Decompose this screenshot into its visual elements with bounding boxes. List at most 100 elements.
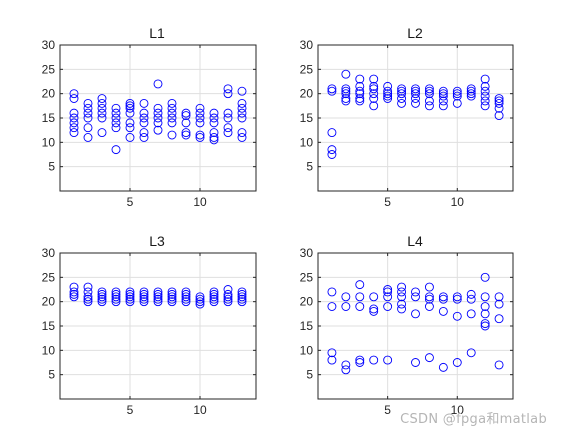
data-point bbox=[424, 353, 434, 363]
data-point bbox=[341, 292, 351, 302]
data-point bbox=[452, 358, 462, 367]
panel-3: 5 10 5 10 15 20 25 30 bbox=[42, 246, 257, 417]
panel-title-l4: L4 bbox=[407, 233, 423, 249]
data-point bbox=[125, 287, 135, 297]
data-point bbox=[480, 319, 490, 329]
data-point bbox=[167, 103, 177, 113]
data-point bbox=[209, 108, 219, 118]
data-point bbox=[237, 103, 247, 113]
data-point bbox=[125, 133, 135, 142]
data-point bbox=[111, 287, 121, 297]
data-point bbox=[153, 108, 163, 118]
data-point bbox=[167, 289, 177, 299]
data-point bbox=[355, 280, 365, 290]
data-point bbox=[369, 292, 379, 302]
data-point bbox=[153, 287, 163, 297]
data-point bbox=[153, 294, 163, 304]
data-point bbox=[69, 108, 79, 118]
data-point bbox=[466, 309, 476, 319]
data-point bbox=[181, 289, 191, 299]
data-point bbox=[397, 86, 407, 96]
data-point bbox=[237, 133, 247, 142]
data-point bbox=[438, 294, 448, 304]
panel-4: 5 10 5 10 15 20 25 30 bbox=[300, 246, 514, 417]
data-point bbox=[341, 302, 351, 311]
y-tick-label: 15 bbox=[300, 319, 314, 333]
data-point bbox=[383, 287, 393, 297]
data-point bbox=[327, 150, 337, 159]
data-point bbox=[438, 292, 448, 302]
data-point bbox=[355, 96, 365, 106]
data-point bbox=[452, 294, 462, 304]
data-point bbox=[111, 294, 121, 304]
data-point bbox=[341, 96, 351, 106]
data-point bbox=[397, 282, 407, 292]
data-point bbox=[411, 309, 420, 319]
data-point bbox=[424, 96, 434, 106]
y-tick-label: 15 bbox=[300, 111, 314, 125]
data-point bbox=[153, 297, 163, 307]
data-point bbox=[83, 98, 93, 108]
data-point bbox=[397, 84, 407, 94]
data-point bbox=[397, 304, 407, 314]
data-point bbox=[424, 294, 434, 304]
y-tick-label: 25 bbox=[42, 62, 56, 76]
data-point bbox=[438, 96, 448, 106]
data-point bbox=[97, 103, 107, 113]
x-tick-label: 10 bbox=[193, 403, 207, 417]
data-point bbox=[383, 89, 393, 99]
data-point bbox=[424, 282, 434, 292]
data-point bbox=[438, 101, 448, 111]
data-point bbox=[195, 103, 205, 113]
data-point bbox=[480, 292, 490, 302]
data-point bbox=[125, 292, 135, 302]
data-point bbox=[383, 292, 393, 302]
data-point bbox=[209, 118, 219, 128]
data-point bbox=[424, 292, 434, 302]
panel-1: 5 10 5 10 15 20 25 30 bbox=[42, 38, 257, 209]
data-point bbox=[139, 128, 149, 138]
data-point bbox=[480, 91, 490, 101]
data-point bbox=[181, 130, 191, 140]
data-point bbox=[209, 292, 219, 302]
data-point bbox=[480, 309, 490, 319]
data-point bbox=[167, 287, 177, 297]
data-point bbox=[327, 355, 337, 365]
y-tick-label: 5 bbox=[306, 368, 313, 382]
data-point bbox=[452, 89, 462, 99]
data-point bbox=[466, 86, 476, 96]
data-point bbox=[494, 314, 504, 324]
data-point bbox=[97, 287, 107, 297]
y-tick-label: 5 bbox=[306, 160, 313, 174]
data-point bbox=[466, 289, 476, 299]
data-point bbox=[397, 299, 407, 309]
data-point bbox=[139, 289, 149, 299]
y-tick-label: 30 bbox=[300, 246, 314, 260]
data-point bbox=[494, 292, 504, 302]
data-point bbox=[327, 348, 337, 358]
y-tick-label: 30 bbox=[42, 246, 56, 260]
data-point bbox=[383, 285, 393, 294]
data-point bbox=[125, 289, 135, 299]
y-tick-label: 15 bbox=[42, 111, 56, 125]
data-point bbox=[83, 297, 93, 307]
data-point bbox=[327, 84, 337, 94]
data-point bbox=[341, 84, 351, 94]
data-point bbox=[209, 113, 219, 123]
data-point bbox=[125, 101, 135, 111]
data-point bbox=[341, 94, 351, 103]
data-point bbox=[424, 302, 434, 311]
data-point bbox=[355, 358, 365, 367]
data-point bbox=[424, 84, 434, 94]
data-point bbox=[181, 108, 191, 118]
data-point bbox=[97, 94, 107, 103]
x-tick-label: 5 bbox=[127, 403, 134, 417]
watermark: CSDN @fpga和matlab bbox=[400, 412, 547, 427]
data-point bbox=[494, 96, 504, 106]
data-point bbox=[452, 86, 462, 96]
data-point bbox=[153, 125, 163, 135]
data-point bbox=[383, 81, 393, 91]
data-point bbox=[341, 360, 351, 370]
data-point bbox=[153, 79, 163, 89]
y-tick-label: 25 bbox=[300, 270, 314, 284]
